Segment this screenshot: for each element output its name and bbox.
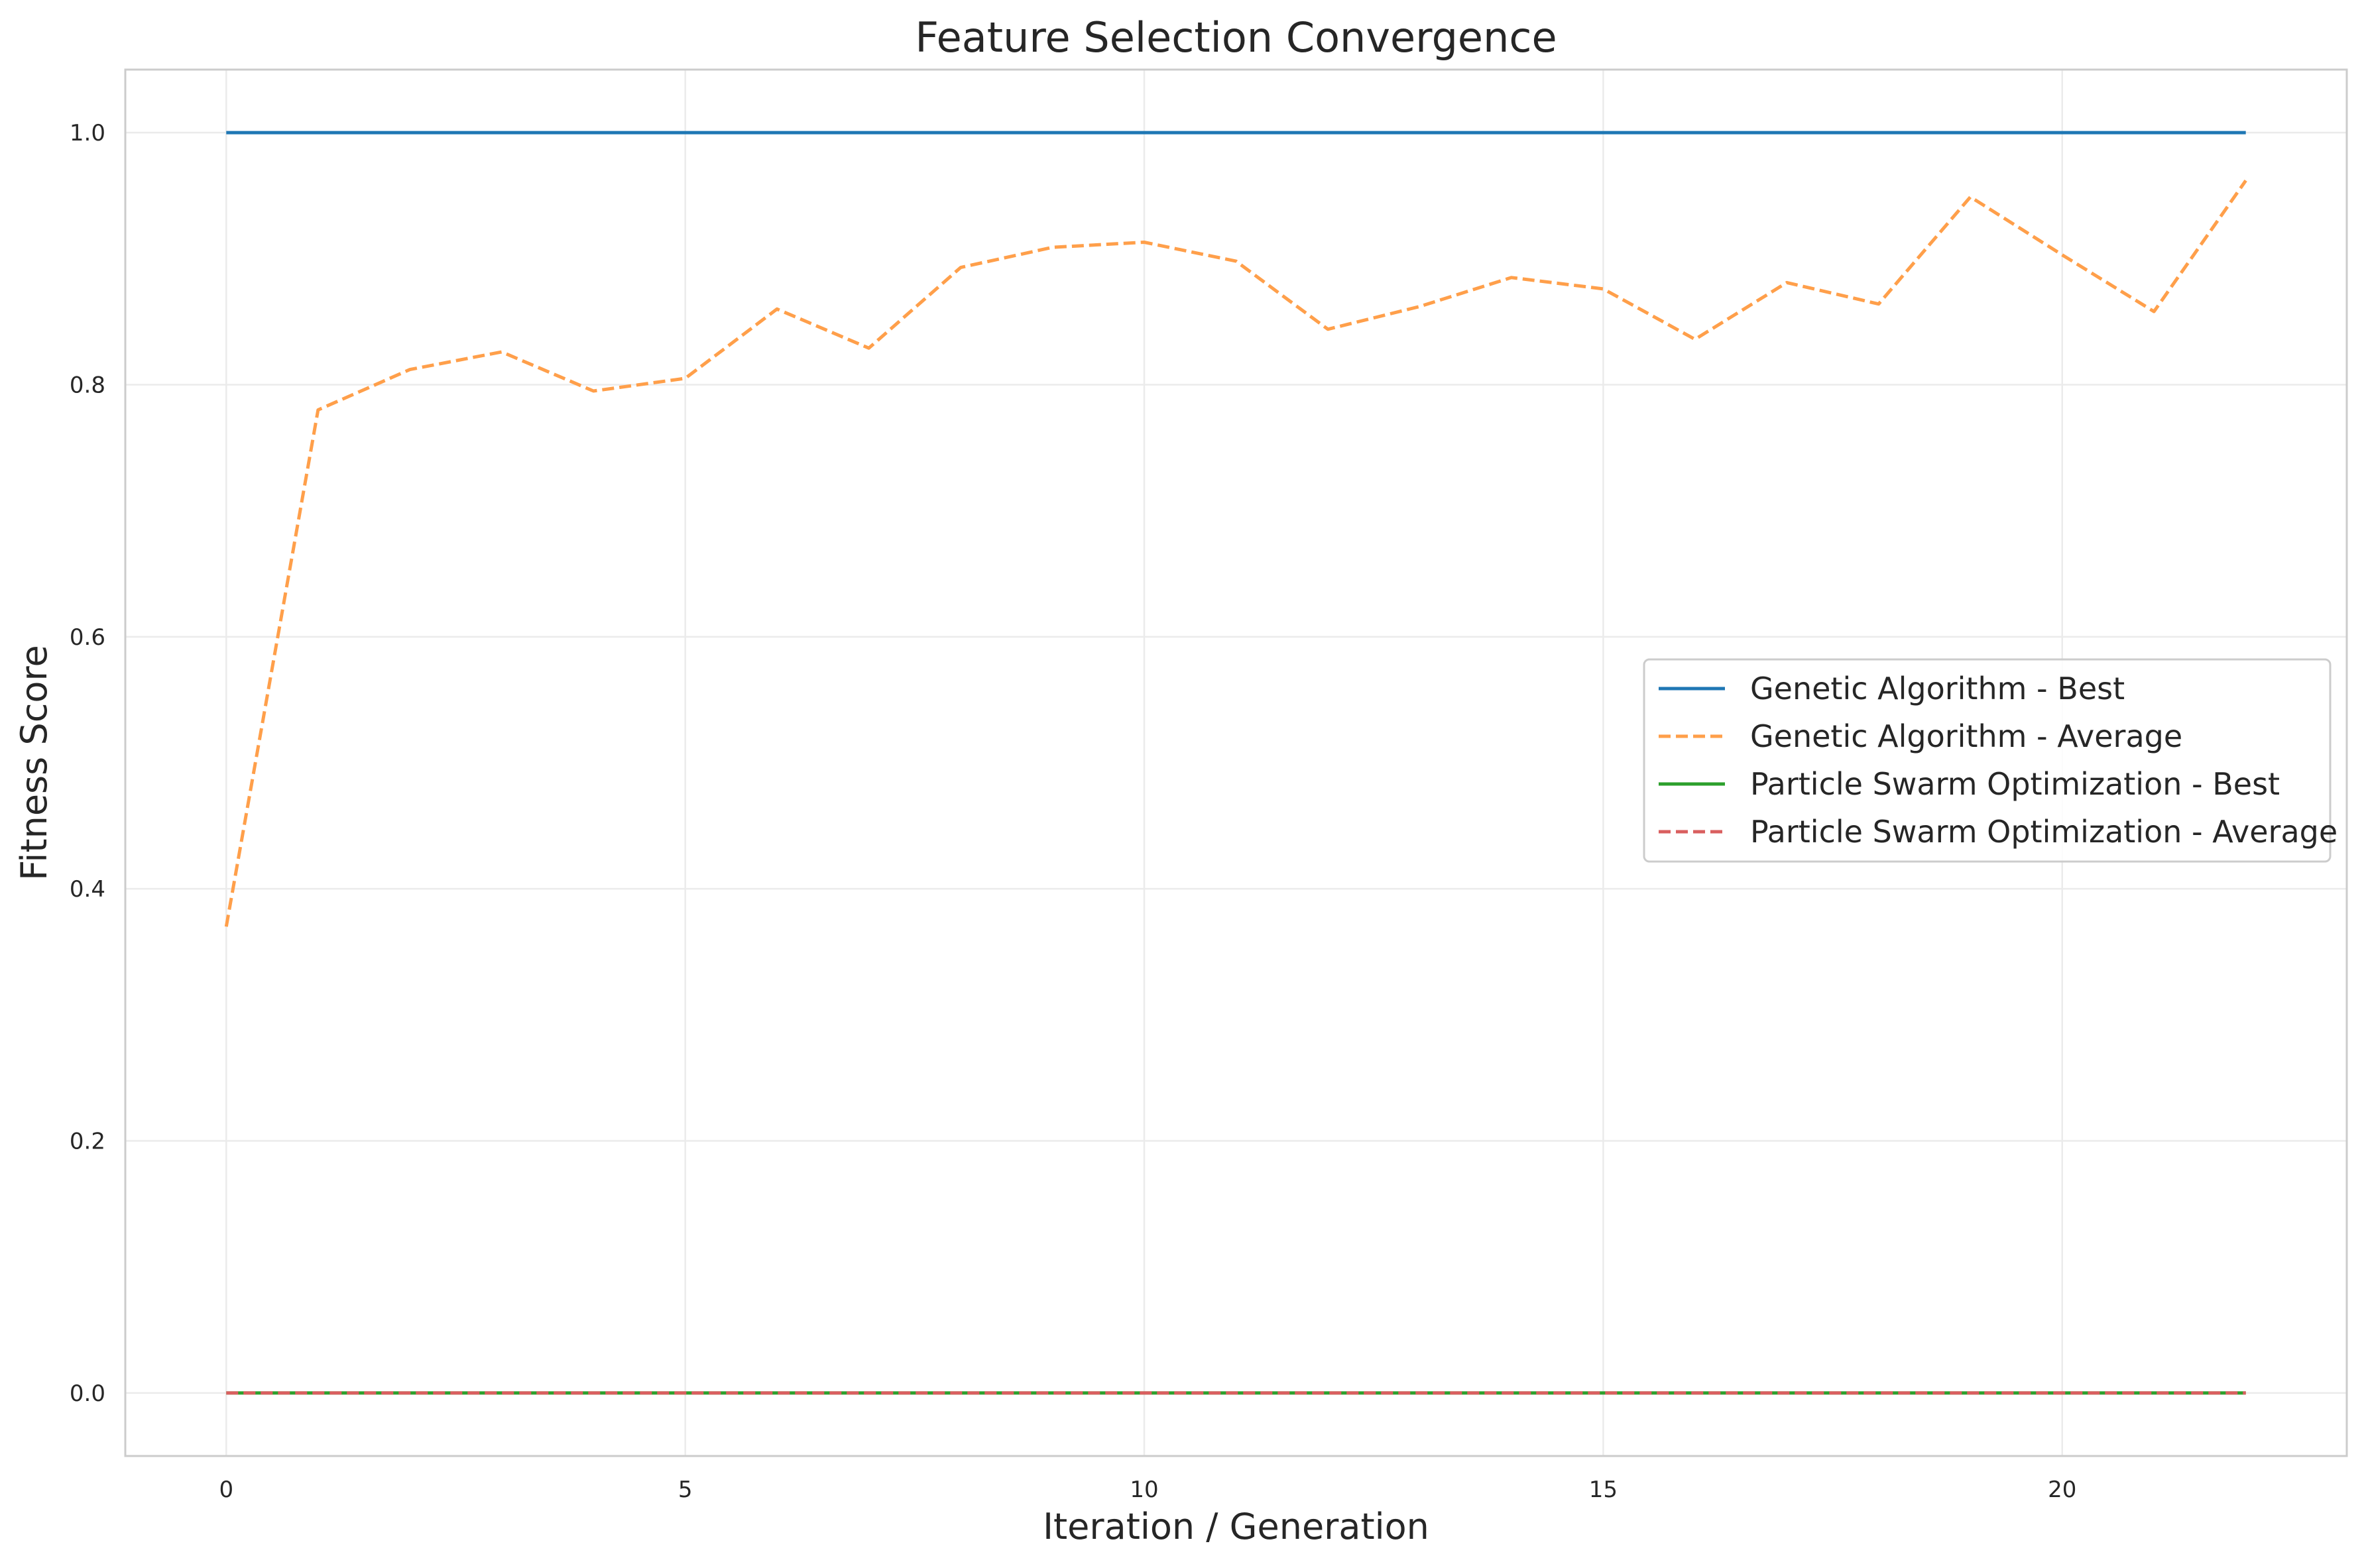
y-tick-label: 0.6 [70, 624, 105, 651]
legend: Genetic Algorithm - Best Genetic Algorith… [1643, 658, 2337, 863]
x-tick-label: 15 [1589, 1477, 1618, 1503]
plot-frame [124, 68, 2348, 1457]
chart-title: Feature Selection Convergence [915, 13, 1557, 62]
legend-entry-3: Particle Swarm Optimization - Best [1750, 766, 2280, 802]
y-tick-label: 1.0 [70, 120, 105, 146]
legend-box [1643, 658, 2332, 863]
y-tick-label: 0.2 [70, 1129, 105, 1155]
series-layer [224, 131, 2247, 1395]
tick-layer: 0 5 10 15 20 0.0 0.2 0.4 0.6 0.8 1.0 [70, 120, 2076, 1503]
x-axis-label: Iteration / Generation [1043, 1506, 1429, 1547]
y-axis-label: Fitness Score [13, 645, 55, 880]
y-tick-label: 0.0 [70, 1380, 105, 1407]
x-tick-label: 10 [1130, 1477, 1158, 1503]
y-tick-label: 0.4 [70, 876, 105, 903]
x-tick-label: 0 [219, 1477, 233, 1503]
x-tick-label: 5 [678, 1477, 693, 1503]
y-tick-label: 0.8 [70, 372, 105, 398]
legend-entry-4: Particle Swarm Optimization - Average [1750, 814, 2337, 850]
legend-entry-2: Genetic Algorithm - Average [1750, 718, 2182, 754]
x-tick-label: 20 [2048, 1477, 2076, 1503]
series-line-2 [224, 179, 2247, 927]
legend-entry-1: Genetic Algorithm - Best [1750, 671, 2125, 706]
